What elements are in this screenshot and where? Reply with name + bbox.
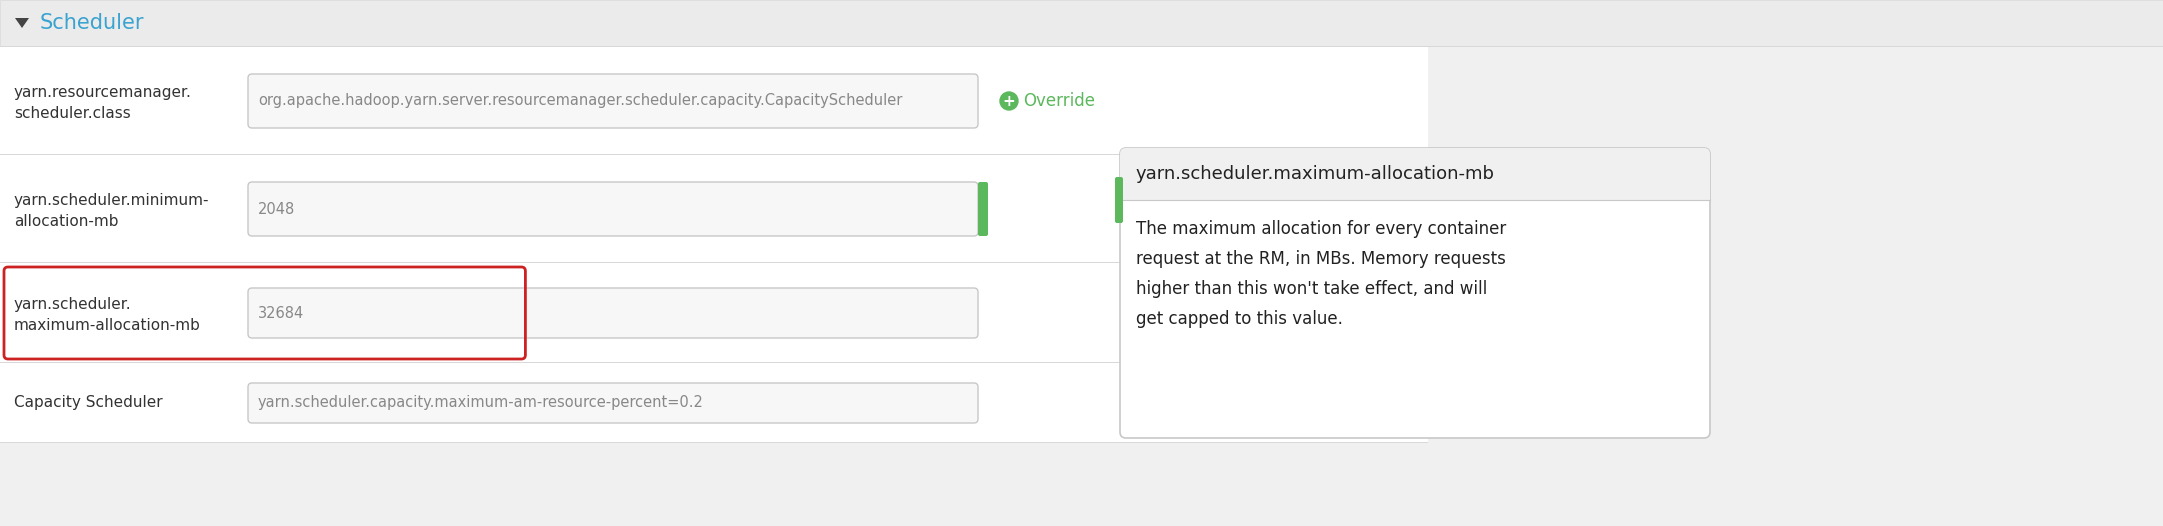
Bar — [0, 263, 1428, 363]
Text: yarn.scheduler.: yarn.scheduler. — [13, 297, 132, 311]
FancyBboxPatch shape — [249, 288, 978, 338]
Bar — [1428, 46, 2163, 442]
Bar — [0, 154, 1428, 155]
Text: yarn.resourcemanager.: yarn.resourcemanager. — [13, 85, 193, 99]
FancyBboxPatch shape — [978, 182, 988, 236]
Text: yarn.scheduler.maximum-allocation-mb: yarn.scheduler.maximum-allocation-mb — [1136, 165, 1495, 183]
FancyBboxPatch shape — [1114, 177, 1123, 223]
FancyBboxPatch shape — [249, 74, 978, 128]
Text: scheduler.class: scheduler.class — [13, 106, 130, 120]
Text: Capacity Scheduler: Capacity Scheduler — [13, 396, 162, 410]
Bar — [0, 46, 2163, 47]
Text: Scheduler: Scheduler — [39, 13, 145, 33]
Text: The maximum allocation for every container: The maximum allocation for every contain… — [1136, 220, 1505, 238]
Bar — [0, 363, 1428, 443]
Text: higher than this won't take effect, and will: higher than this won't take effect, and … — [1136, 280, 1488, 298]
Circle shape — [999, 92, 1019, 110]
Text: 2048: 2048 — [257, 201, 296, 217]
FancyBboxPatch shape — [1120, 148, 1711, 200]
Text: +: + — [1004, 94, 1014, 108]
Text: allocation-mb: allocation-mb — [13, 214, 119, 228]
FancyBboxPatch shape — [249, 182, 978, 236]
Text: yarn.scheduler.minimum-: yarn.scheduler.minimum- — [13, 193, 210, 207]
FancyBboxPatch shape — [249, 383, 978, 423]
Bar — [0, 442, 1428, 443]
Bar — [0, 362, 1428, 363]
Polygon shape — [15, 18, 28, 28]
Text: yarn.scheduler.capacity.maximum-am-resource-percent=0.2: yarn.scheduler.capacity.maximum-am-resou… — [257, 396, 703, 410]
Text: 32684: 32684 — [257, 306, 305, 320]
Bar — [0, 0, 2163, 46]
Bar — [0, 46, 1428, 442]
Text: maximum-allocation-mb: maximum-allocation-mb — [13, 318, 201, 332]
FancyBboxPatch shape — [1120, 148, 1711, 438]
Bar — [0, 262, 1428, 263]
Text: Override: Override — [1023, 92, 1094, 110]
Bar — [0, 47, 1428, 155]
Text: request at the RM, in MBs. Memory requests: request at the RM, in MBs. Memory reques… — [1136, 250, 1505, 268]
Text: get capped to this value.: get capped to this value. — [1136, 310, 1343, 328]
Bar — [1120, 174, 1711, 200]
Text: org.apache.hadoop.yarn.server.resourcemanager.scheduler.capacity.CapacitySchedul: org.apache.hadoop.yarn.server.resourcema… — [257, 94, 902, 108]
Bar — [0, 155, 1428, 263]
